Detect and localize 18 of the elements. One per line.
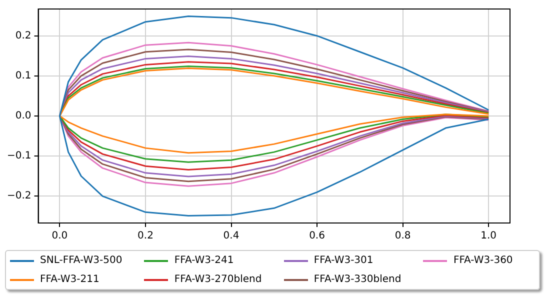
legend-label: FFA-W3-301 — [314, 255, 374, 266]
legend-label: FFA-W3-241 — [174, 255, 234, 266]
x-tick-label: 0.6 — [309, 230, 325, 242]
x-tick-label: 0.2 — [138, 230, 154, 242]
legend-label: FFA-W3-360 — [453, 255, 513, 266]
legend-label: SNL-FFA-W3-500 — [40, 255, 122, 266]
y-tick-label: 0.1 — [15, 70, 32, 82]
x-tick-label: 0.8 — [394, 230, 411, 242]
y-tick-label: −0.1 — [6, 150, 32, 162]
legend-label: FFA-W3-211 — [40, 274, 100, 285]
legend-label: FFA-W3-270blend — [174, 274, 262, 285]
y-tick-label: 0.2 — [15, 30, 32, 42]
x-tick-label: 1.0 — [480, 230, 497, 242]
x-tick-label: 0.4 — [223, 230, 240, 242]
legend-label: FFA-W3-330blend — [314, 274, 402, 285]
y-tick-label: −0.2 — [6, 190, 32, 202]
y-tick-label: 0.0 — [15, 110, 32, 122]
x-tick-label: 0.0 — [52, 230, 68, 242]
